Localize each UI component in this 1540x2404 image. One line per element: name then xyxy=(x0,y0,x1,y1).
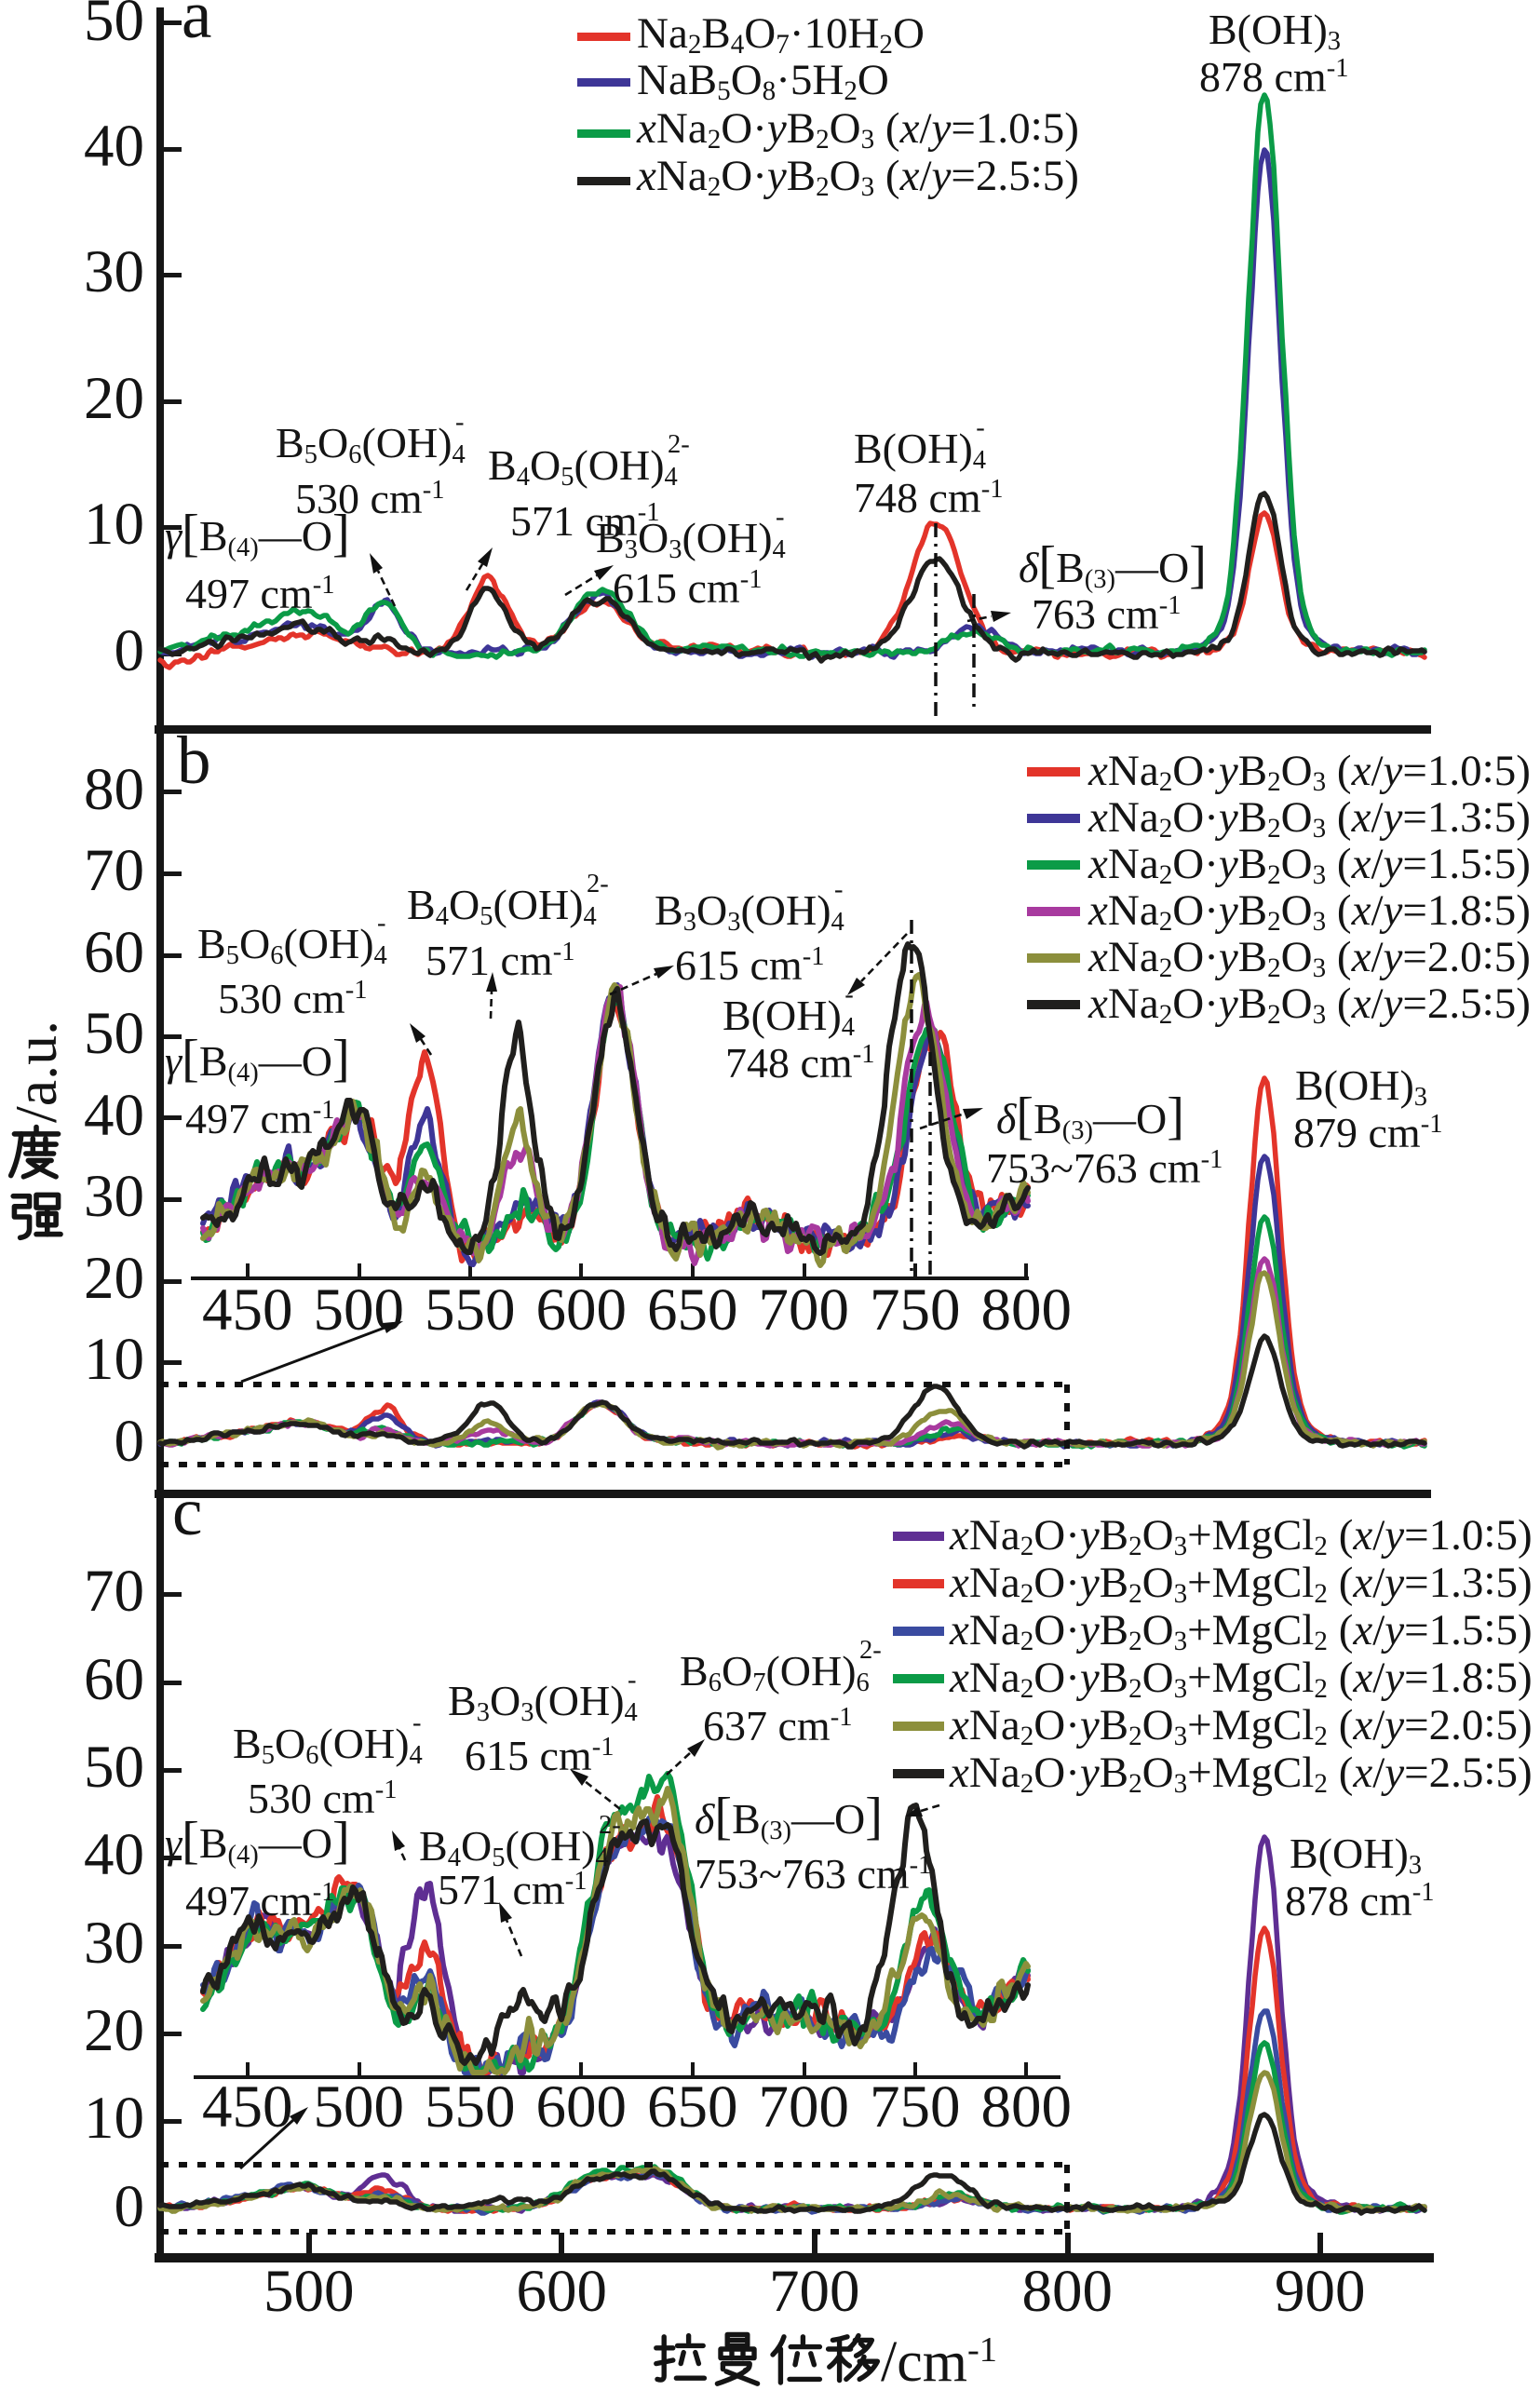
svg-text:/a.u.: /a.u. xyxy=(3,1020,69,1123)
